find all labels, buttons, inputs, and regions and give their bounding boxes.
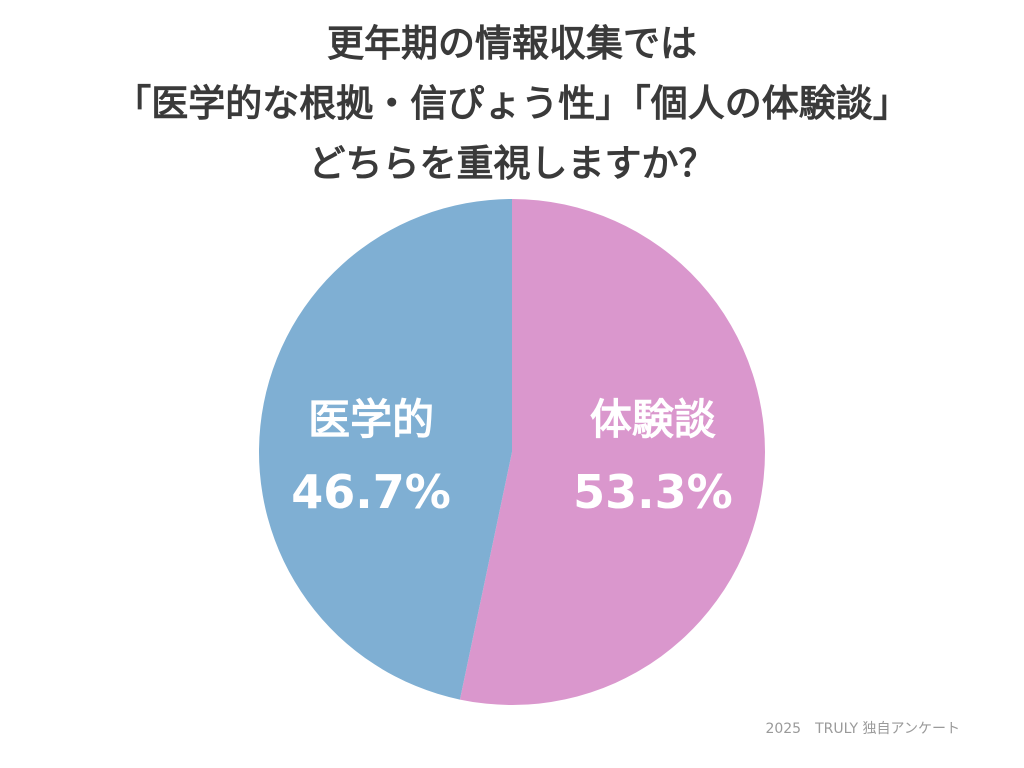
chart-title-line-2: 「医学的な根拠・信ぴょう性」「個人の体験談」 — [114, 82, 910, 125]
pie-slice-0 — [459, 199, 765, 705]
slice-label-0: 体験談 — [590, 395, 716, 444]
source-note: 2025 TRULY 独自アンケート — [765, 721, 960, 737]
slice-label-1: 医学的 — [308, 395, 434, 444]
pie-slice-1 — [258, 199, 512, 700]
chart-title: 更年期の情報収集では 「医学的な根拠・信ぴょう性」「個人の体験談」 どちらを重視… — [0, 14, 1024, 194]
chart-title-line-3: どちらを重視しますか？ — [308, 142, 716, 185]
chart-title-line-1: 更年期の情報収集では — [327, 22, 697, 65]
slice-value-0: 53.3% — [573, 465, 733, 519]
slice-value-1: 46.7% — [291, 465, 451, 519]
